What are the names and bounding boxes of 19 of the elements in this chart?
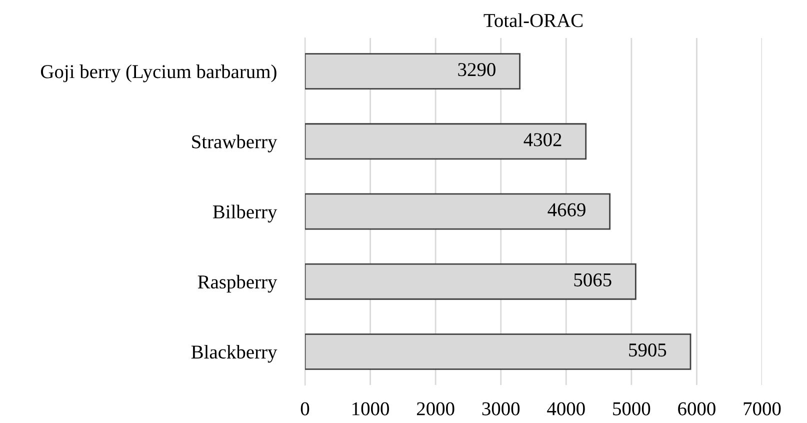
data-label: 4669 (548, 203, 586, 216)
y-tick-label: Blackberry (191, 344, 278, 363)
x-tick-label: 4000 (547, 402, 585, 416)
data-label: 3290 (458, 63, 496, 76)
x-tick-label: 5000 (613, 402, 650, 416)
x-tick-label: 3000 (482, 402, 520, 416)
x-tick-label: 1000 (352, 402, 389, 416)
data-label: 5065 (574, 273, 612, 286)
y-tick-label: Goji berry (Lycium barbarum) (40, 64, 276, 82)
y-tick-label: Bilberry (212, 204, 278, 222)
y-tick-label: Raspberry (198, 274, 278, 293)
data-label: 4302 (524, 133, 562, 146)
x-tick-label: 2000 (416, 402, 454, 416)
data-label: 5905 (629, 343, 666, 357)
x-tick-label: 6000 (678, 402, 716, 416)
x-tick-label: 0 (300, 402, 310, 416)
x-tick-label: 7000 (744, 402, 781, 416)
chart-title: Total-ORAC (484, 13, 583, 28)
y-tick-label: Strawberry (192, 134, 278, 152)
